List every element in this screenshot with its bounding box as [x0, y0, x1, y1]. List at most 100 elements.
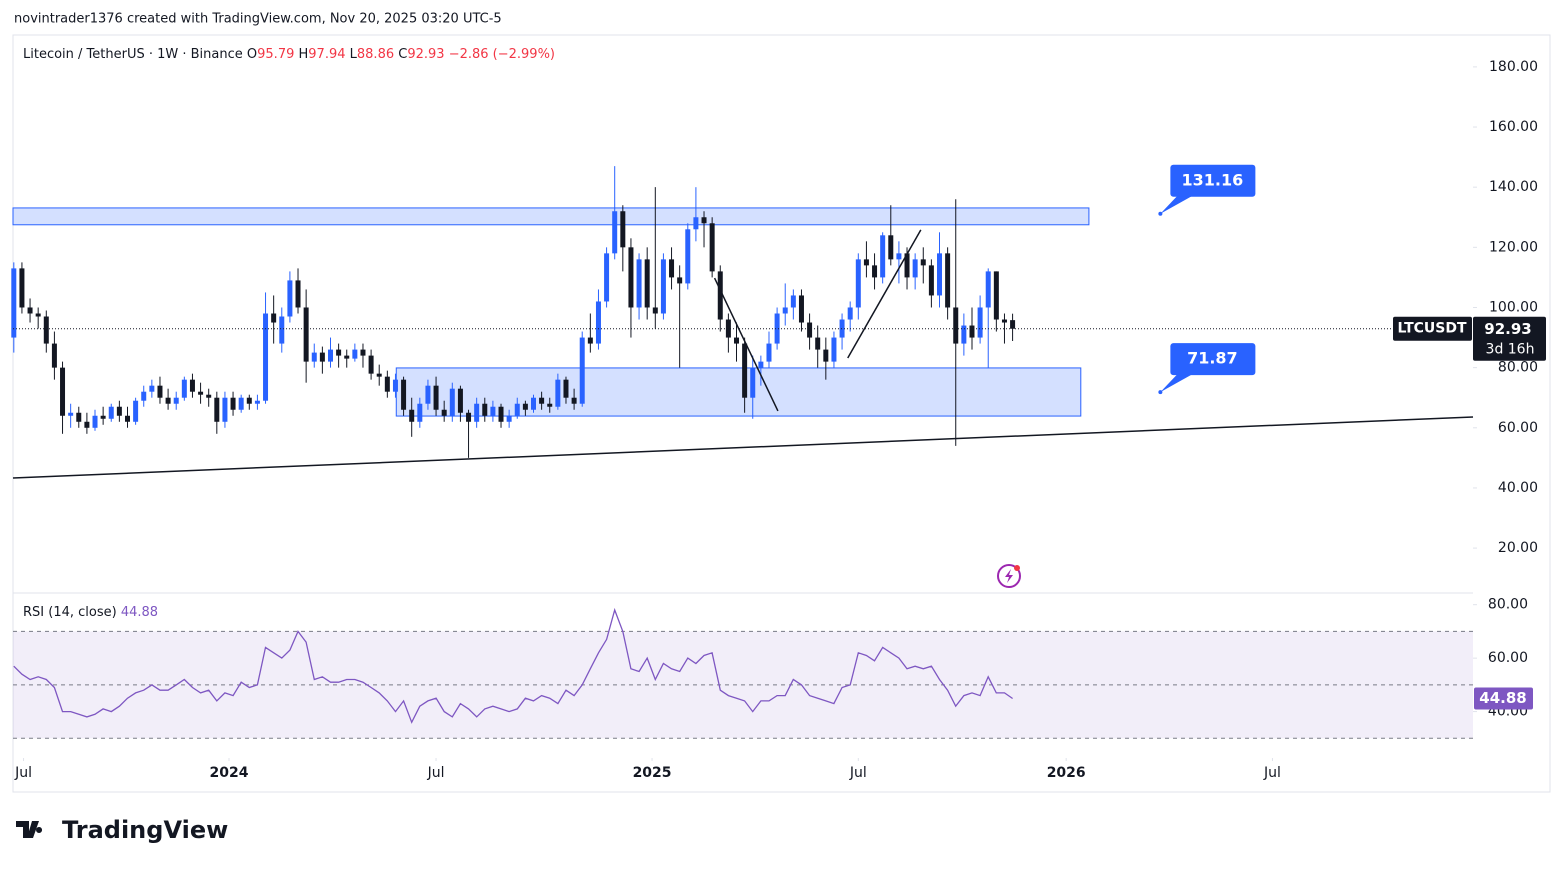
candle-body [466, 412, 472, 422]
legend-key: L [350, 47, 358, 62]
candle-body [108, 406, 114, 419]
y-tick-label: 80.00 [1498, 360, 1538, 376]
logo-icon [16, 821, 43, 838]
legend: Litecoin / TetherUS · 1W · Binance O95.7… [23, 47, 555, 62]
candle-body [872, 265, 878, 278]
rsi-legend-value: 44.88 [121, 605, 158, 620]
candle-body [441, 409, 447, 416]
zone [12, 207, 1090, 226]
candle-body [327, 349, 333, 362]
candle-body [214, 397, 220, 422]
zone [395, 367, 1082, 417]
candle-body [880, 235, 886, 278]
candle-body [815, 337, 821, 350]
candle-body [60, 367, 66, 416]
y-tick-label: 160.00 [1489, 119, 1538, 135]
rsi-value-label: 44.88 [1479, 689, 1526, 707]
candle-body [595, 301, 601, 344]
candle-body [750, 367, 756, 398]
candle-body [701, 217, 707, 224]
candle-body [43, 316, 49, 344]
candle-body [904, 253, 910, 278]
candle-body [352, 349, 358, 359]
candle-body [587, 337, 593, 344]
legend-value: 88.86 [357, 47, 394, 62]
candle-body [547, 403, 553, 407]
candle-body [823, 349, 829, 362]
candle-body [490, 406, 496, 416]
candle-body [790, 295, 796, 308]
candle-body [734, 337, 740, 344]
symbol-label: LTCUSDT [1397, 321, 1467, 337]
trend-line [713, 277, 779, 412]
candle-body [409, 409, 415, 422]
candle-body [263, 313, 269, 401]
candle-body [928, 265, 934, 296]
x-tick-label: Jul [427, 765, 445, 781]
rsi-tick-label: 80.00 [1488, 597, 1528, 613]
callout-box [1170, 164, 1256, 197]
candle-body [376, 373, 382, 377]
trend-line [12, 416, 1474, 479]
x-tick-label: 2026 [1047, 765, 1086, 781]
candle-body [888, 235, 894, 260]
callout-label: 71.87 [1187, 349, 1238, 368]
replay-icon [997, 564, 1021, 588]
candle-body [742, 343, 748, 398]
candle-body [1010, 320, 1016, 329]
legend-value: 95.79 [257, 47, 294, 62]
candle-body [303, 307, 309, 362]
candle-body [855, 259, 861, 308]
candle-body [506, 415, 512, 422]
candle-body [76, 412, 82, 422]
candle-body [977, 307, 983, 338]
price-box [1473, 316, 1546, 361]
candle-body [474, 403, 480, 422]
candle-body [68, 412, 74, 416]
candle-body [774, 313, 780, 344]
candle-body [831, 337, 837, 362]
icon-dot [1014, 565, 1020, 571]
candle-body [969, 325, 975, 338]
candle-body [133, 400, 139, 422]
rsi-value-box [1474, 687, 1533, 710]
candle-body [863, 259, 869, 266]
legend-title: Litecoin / TetherUS · 1W · Binance [23, 47, 243, 62]
candle-body [612, 211, 618, 254]
icon-ring [997, 564, 1021, 588]
logo-text: TradingView [62, 816, 228, 844]
trend-line [847, 229, 922, 359]
callout-tail [1160, 373, 1195, 393]
candle-body [206, 394, 212, 398]
candle-body [19, 268, 25, 308]
candle-body [222, 397, 228, 422]
y-tick-label: 140.00 [1489, 179, 1538, 195]
y-tick-label: 60.00 [1498, 420, 1538, 436]
candle-body [993, 271, 999, 320]
rsi-line [13, 607, 1013, 724]
symbol-box [1393, 316, 1472, 341]
callout-label: 131.16 [1181, 170, 1243, 189]
candle-body [100, 415, 106, 419]
candle-body [425, 385, 431, 404]
candle-body [230, 397, 236, 410]
candle-body [644, 259, 650, 308]
countdown-label: 3d 16h [1486, 342, 1535, 358]
rsi-title: RSI (14, close) [23, 605, 117, 620]
candle-body [336, 349, 342, 356]
candle-body [725, 319, 731, 338]
callout-anchor [1158, 211, 1163, 216]
legend-value: 97.94 [308, 47, 345, 62]
candle-body [189, 379, 195, 392]
candle-body [84, 421, 90, 428]
candle-body [522, 403, 528, 410]
candle-body [669, 259, 675, 278]
candle-body [27, 307, 33, 314]
legend-key: H [299, 47, 309, 62]
candle-body [961, 325, 967, 344]
candle-body [555, 379, 561, 407]
callout-tail [1160, 194, 1195, 214]
candle-body [807, 322, 813, 338]
candle-body [628, 247, 634, 308]
